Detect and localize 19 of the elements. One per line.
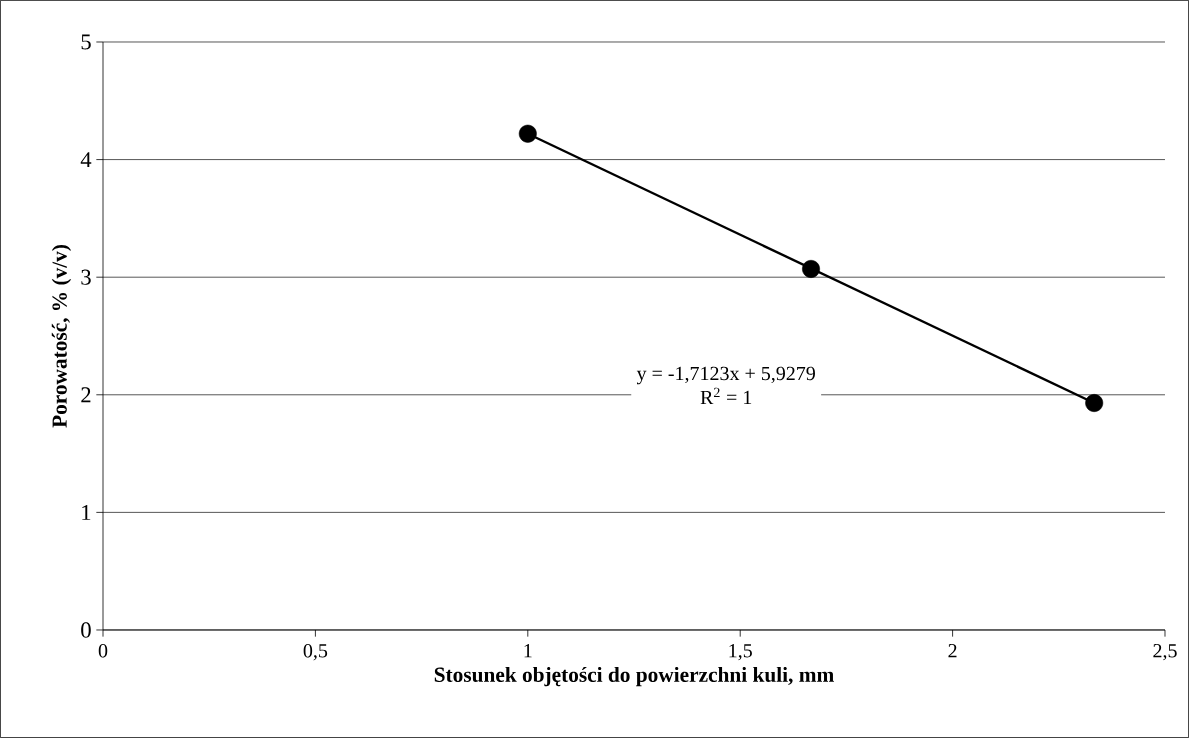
y-axis-title: Porowatość, % (v/v)	[51, 245, 72, 428]
x-axis-title: Stosunek objętości do powierzchni kuli, mm	[434, 666, 834, 687]
x-tick-label: 2,5	[1153, 644, 1177, 661]
point	[518, 124, 537, 143]
x-tick-label: 1,5	[729, 644, 752, 661]
point	[802, 260, 820, 278]
x-tick-label: 0	[98, 644, 108, 658]
y-tick-label: 4	[80, 152, 92, 168]
y-tick-label: 1	[82, 504, 91, 520]
y-tick-label: 2	[81, 387, 91, 403]
y-tick-label: 3	[81, 269, 91, 285]
x-tick-label: 0,5	[303, 644, 328, 661]
point	[1085, 394, 1104, 412]
y-tick-label: 0	[81, 622, 91, 638]
annotation: R$^{2}$ = 1	[700, 387, 752, 404]
y-tick-label: 5	[81, 34, 91, 50]
x-tick-label: 1	[524, 644, 532, 658]
annotation: y = -1,7123x + 5,9279	[636, 366, 815, 385]
x-tick-label: 2	[948, 644, 957, 658]
